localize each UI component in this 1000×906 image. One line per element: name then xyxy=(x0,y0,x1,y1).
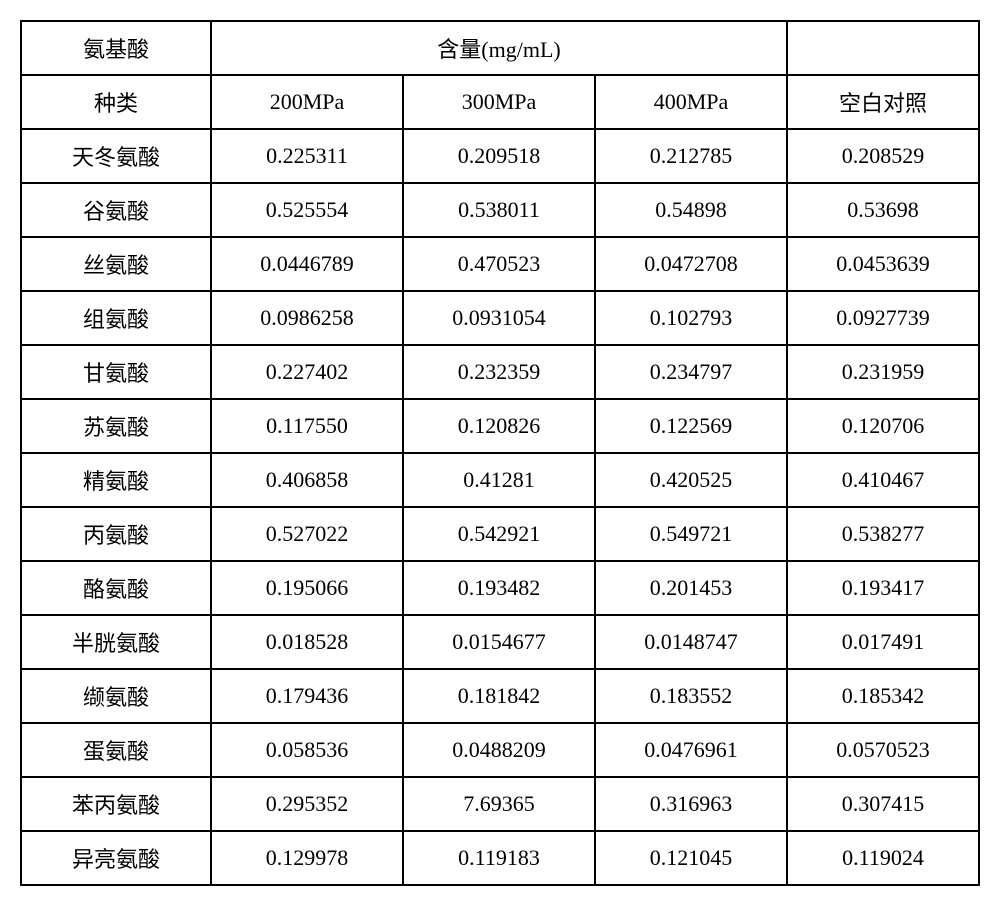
row-value-4: 0.208529 xyxy=(787,129,979,183)
row-value-2: 0.542921 xyxy=(403,507,595,561)
row-value-1: 0.295352 xyxy=(211,777,403,831)
row-value-1: 0.129978 xyxy=(211,831,403,885)
row-amino-acid-name: 谷氨酸 xyxy=(21,183,211,237)
row-value-2: 7.69365 xyxy=(403,777,595,831)
row-value-4: 0.185342 xyxy=(787,669,979,723)
row-value-2: 0.120826 xyxy=(403,399,595,453)
row-value-2: 0.119183 xyxy=(403,831,595,885)
row-value-1: 0.195066 xyxy=(211,561,403,615)
table-row: 半胱氨酸0.0185280.01546770.01487470.017491 xyxy=(21,615,979,669)
row-value-3: 0.316963 xyxy=(595,777,787,831)
table-row: 缬氨酸0.1794360.1818420.1835520.185342 xyxy=(21,669,979,723)
row-value-2: 0.0488209 xyxy=(403,723,595,777)
row-amino-acid-name: 天冬氨酸 xyxy=(21,129,211,183)
row-value-4: 0.53698 xyxy=(787,183,979,237)
row-value-3: 0.0148747 xyxy=(595,615,787,669)
row-value-2: 0.470523 xyxy=(403,237,595,291)
row-value-2: 0.232359 xyxy=(403,345,595,399)
table-row: 丝氨酸0.04467890.4705230.04727080.0453639 xyxy=(21,237,979,291)
table-header-row-2: 种类 200MPa 300MPa 400MPa 空白对照 xyxy=(21,75,979,129)
row-value-4: 0.017491 xyxy=(787,615,979,669)
row-amino-acid-name: 蛋氨酸 xyxy=(21,723,211,777)
row-value-1: 0.406858 xyxy=(211,453,403,507)
table-row: 谷氨酸0.5255540.5380110.548980.53698 xyxy=(21,183,979,237)
row-value-4: 0.0453639 xyxy=(787,237,979,291)
row-value-4: 0.538277 xyxy=(787,507,979,561)
table-body: 天冬氨酸0.2253110.2095180.2127850.208529谷氨酸0… xyxy=(21,129,979,885)
row-value-4: 0.231959 xyxy=(787,345,979,399)
table-row: 丙氨酸0.5270220.5429210.5497210.538277 xyxy=(21,507,979,561)
row-amino-acid-name: 丙氨酸 xyxy=(21,507,211,561)
row-value-3: 0.212785 xyxy=(595,129,787,183)
row-amino-acid-name: 丝氨酸 xyxy=(21,237,211,291)
row-value-3: 0.234797 xyxy=(595,345,787,399)
row-value-1: 0.0446789 xyxy=(211,237,403,291)
table-header: 氨基酸 含量(mg/mL) 种类 200MPa 300MPa 400MPa 空白… xyxy=(21,21,979,129)
row-value-3: 0.0472708 xyxy=(595,237,787,291)
table-row: 天冬氨酸0.2253110.2095180.2127850.208529 xyxy=(21,129,979,183)
row-amino-acid-name: 半胱氨酸 xyxy=(21,615,211,669)
row-value-2: 0.181842 xyxy=(403,669,595,723)
row-amino-acid-name: 缬氨酸 xyxy=(21,669,211,723)
row-amino-acid-name: 苯丙氨酸 xyxy=(21,777,211,831)
row-value-2: 0.193482 xyxy=(403,561,595,615)
row-value-3: 0.121045 xyxy=(595,831,787,885)
table-row: 组氨酸0.09862580.09310540.1027930.0927739 xyxy=(21,291,979,345)
table-row: 苯丙氨酸0.2953527.693650.3169630.307415 xyxy=(21,777,979,831)
row-amino-acid-name: 异亮氨酸 xyxy=(21,831,211,885)
row-value-4: 0.120706 xyxy=(787,399,979,453)
row-value-3: 0.0476961 xyxy=(595,723,787,777)
header-amino-acid: 氨基酸 xyxy=(21,21,211,75)
table-row: 精氨酸0.4068580.412810.4205250.410467 xyxy=(21,453,979,507)
row-amino-acid-name: 精氨酸 xyxy=(21,453,211,507)
row-value-3: 0.102793 xyxy=(595,291,787,345)
row-value-2: 0.0931054 xyxy=(403,291,595,345)
row-value-1: 0.227402 xyxy=(211,345,403,399)
table-row: 异亮氨酸0.1299780.1191830.1210450.119024 xyxy=(21,831,979,885)
table-header-row-1: 氨基酸 含量(mg/mL) xyxy=(21,21,979,75)
table-row: 苏氨酸0.1175500.1208260.1225690.120706 xyxy=(21,399,979,453)
header-blank-cell xyxy=(787,21,979,75)
amino-acid-table: 氨基酸 含量(mg/mL) 种类 200MPa 300MPa 400MPa 空白… xyxy=(20,20,980,886)
row-value-3: 0.549721 xyxy=(595,507,787,561)
row-value-3: 0.201453 xyxy=(595,561,787,615)
row-value-2: 0.209518 xyxy=(403,129,595,183)
row-value-4: 0.410467 xyxy=(787,453,979,507)
header-400mpa: 400MPa xyxy=(595,75,787,129)
row-value-2: 0.0154677 xyxy=(403,615,595,669)
row-value-1: 0.018528 xyxy=(211,615,403,669)
row-value-3: 0.420525 xyxy=(595,453,787,507)
row-value-1: 0.225311 xyxy=(211,129,403,183)
row-amino-acid-name: 甘氨酸 xyxy=(21,345,211,399)
row-value-1: 0.179436 xyxy=(211,669,403,723)
row-value-4: 0.307415 xyxy=(787,777,979,831)
row-value-1: 0.058536 xyxy=(211,723,403,777)
header-200mpa: 200MPa xyxy=(211,75,403,129)
row-amino-acid-name: 苏氨酸 xyxy=(21,399,211,453)
row-value-4: 0.0570523 xyxy=(787,723,979,777)
row-amino-acid-name: 酪氨酸 xyxy=(21,561,211,615)
table-row: 甘氨酸0.2274020.2323590.2347970.231959 xyxy=(21,345,979,399)
row-amino-acid-name: 组氨酸 xyxy=(21,291,211,345)
row-value-2: 0.538011 xyxy=(403,183,595,237)
row-value-2: 0.41281 xyxy=(403,453,595,507)
row-value-1: 0.0986258 xyxy=(211,291,403,345)
header-300mpa: 300MPa xyxy=(403,75,595,129)
row-value-4: 0.119024 xyxy=(787,831,979,885)
row-value-4: 0.193417 xyxy=(787,561,979,615)
row-value-4: 0.0927739 xyxy=(787,291,979,345)
row-value-1: 0.527022 xyxy=(211,507,403,561)
table-row: 蛋氨酸0.0585360.04882090.04769610.0570523 xyxy=(21,723,979,777)
table-row: 酪氨酸0.1950660.1934820.2014530.193417 xyxy=(21,561,979,615)
row-value-3: 0.183552 xyxy=(595,669,787,723)
row-value-3: 0.54898 xyxy=(595,183,787,237)
header-blank-control: 空白对照 xyxy=(787,75,979,129)
header-type: 种类 xyxy=(21,75,211,129)
row-value-1: 0.525554 xyxy=(211,183,403,237)
row-value-1: 0.117550 xyxy=(211,399,403,453)
row-value-3: 0.122569 xyxy=(595,399,787,453)
header-content: 含量(mg/mL) xyxy=(211,21,787,75)
